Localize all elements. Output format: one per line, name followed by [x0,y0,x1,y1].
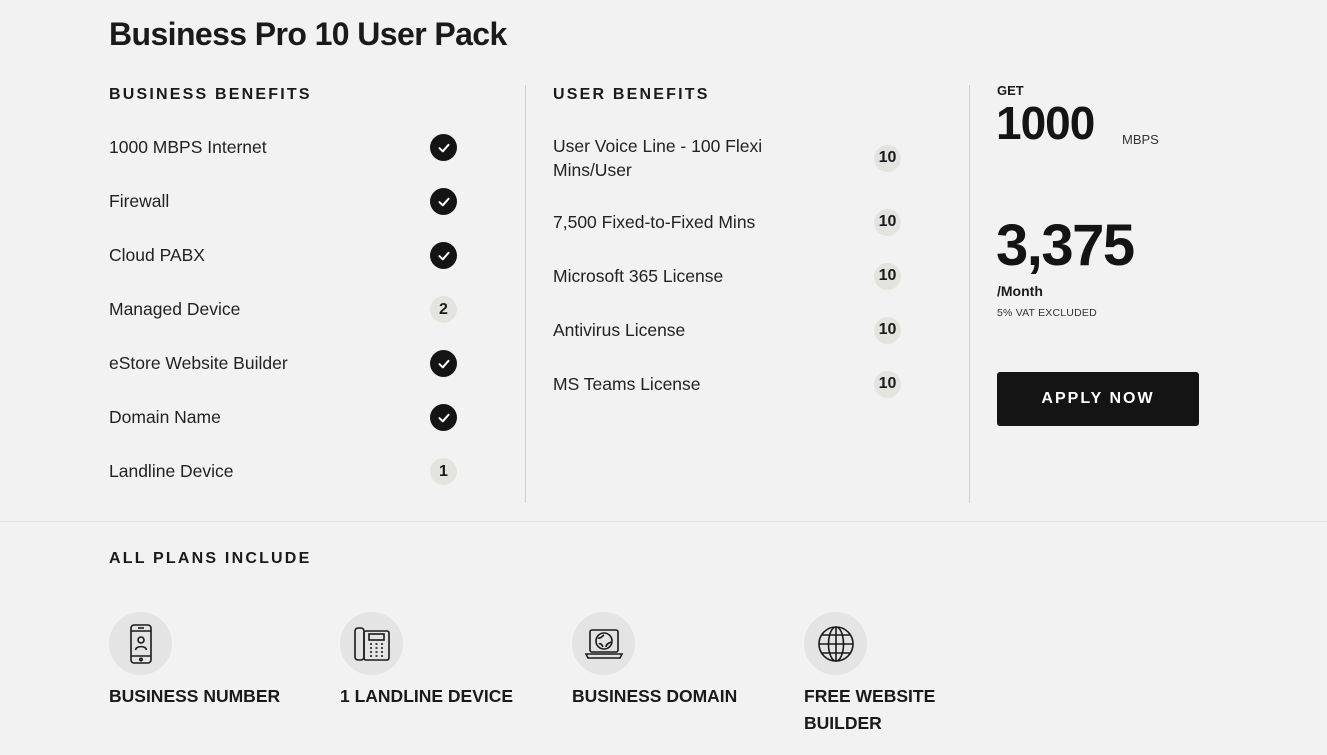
speed-unit: MBPS [1122,132,1159,147]
count-badge: 2 [430,296,457,323]
check-icon [430,242,457,269]
benefit-label: Microsoft 365 License [553,266,724,286]
section-divider [0,521,1327,522]
count-badge: 10 [874,316,901,344]
benefit-label: Cloud PABX [109,245,205,265]
business-benefit-row: Managed Device 2 [109,289,459,329]
benefit-label: 7,500 Fixed-to-Fixed Mins [553,212,756,232]
business-benefit-row: Landline Device 1 [109,451,459,491]
column-divider [969,85,970,503]
count-badge: 10 [874,208,901,236]
user-benefit-row: User Voice Line - 100 Flexi Mins/User 10 [553,131,903,185]
business-benefit-row: 1000 MBPS Internet [109,127,459,167]
check-icon [430,134,457,161]
price-value: 3,375 [996,213,1135,278]
all-plans-heading: ALL PLANS INCLUDE [109,550,312,567]
include-label: BUSINESS NUMBER [109,686,281,706]
globe-icon [804,612,867,675]
count-badge: 10 [874,144,901,172]
benefit-label: MS Teams License [553,374,701,394]
include-item-business-number: BUSINESS NUMBER [109,612,319,710]
column-divider [525,85,526,503]
business-benefit-row: Firewall [109,181,459,221]
user-benefit-row: Microsoft 365 License 10 [553,256,903,296]
benefit-label: eStore Website Builder [109,353,288,373]
user-benefits-heading: USER BENEFITS [553,86,710,103]
vat-note: 5% VAT EXCLUDED [997,307,1097,319]
include-label: FREE WEBSITE BUILDER [804,686,936,733]
benefit-label: Domain Name [109,407,221,427]
include-item-business-domain: BUSINESS DOMAIN [572,612,782,710]
apply-now-button[interactable]: APPLY NOW [997,372,1199,426]
benefit-label: Managed Device [109,299,241,319]
count-badge: 1 [430,458,457,485]
include-label: BUSINESS DOMAIN [572,686,738,706]
mobile-phone-icon [109,612,172,675]
user-benefit-row: 7,500 Fixed-to-Fixed Mins 10 [553,202,903,242]
get-label: GET [997,83,1024,98]
desk-phone-icon [340,612,403,675]
price-period: /Month [997,283,1043,299]
include-item-landline-device: 1 LANDLINE DEVICE [340,612,550,710]
benefit-label: User Voice Line - 100 Flexi Mins/User [553,136,763,180]
business-benefits-heading: BUSINESS BENEFITS [109,86,312,103]
user-benefit-row: MS Teams License 10 [553,364,903,404]
speed-value: 1000 [996,97,1095,149]
benefit-label: Firewall [109,191,170,211]
user-benefit-row: Antivirus License 10 [553,310,903,350]
benefit-label: 1000 MBPS Internet [109,137,267,157]
page-title: Business Pro 10 User Pack [109,16,507,52]
benefit-label: Landline Device [109,461,234,481]
check-icon [430,350,457,377]
count-badge: 10 [874,262,901,290]
check-icon [430,188,457,215]
laptop-globe-icon [572,612,635,675]
check-icon [430,404,457,431]
benefit-label: Antivirus License [553,320,686,340]
business-benefit-row: eStore Website Builder [109,343,459,383]
include-label: 1 LANDLINE DEVICE [340,686,514,706]
business-benefit-row: Domain Name [109,397,459,437]
business-benefit-row: Cloud PABX [109,235,459,275]
include-item-free-website-builder: FREE WEBSITE BUILDER [804,612,984,737]
count-badge: 10 [874,370,901,398]
